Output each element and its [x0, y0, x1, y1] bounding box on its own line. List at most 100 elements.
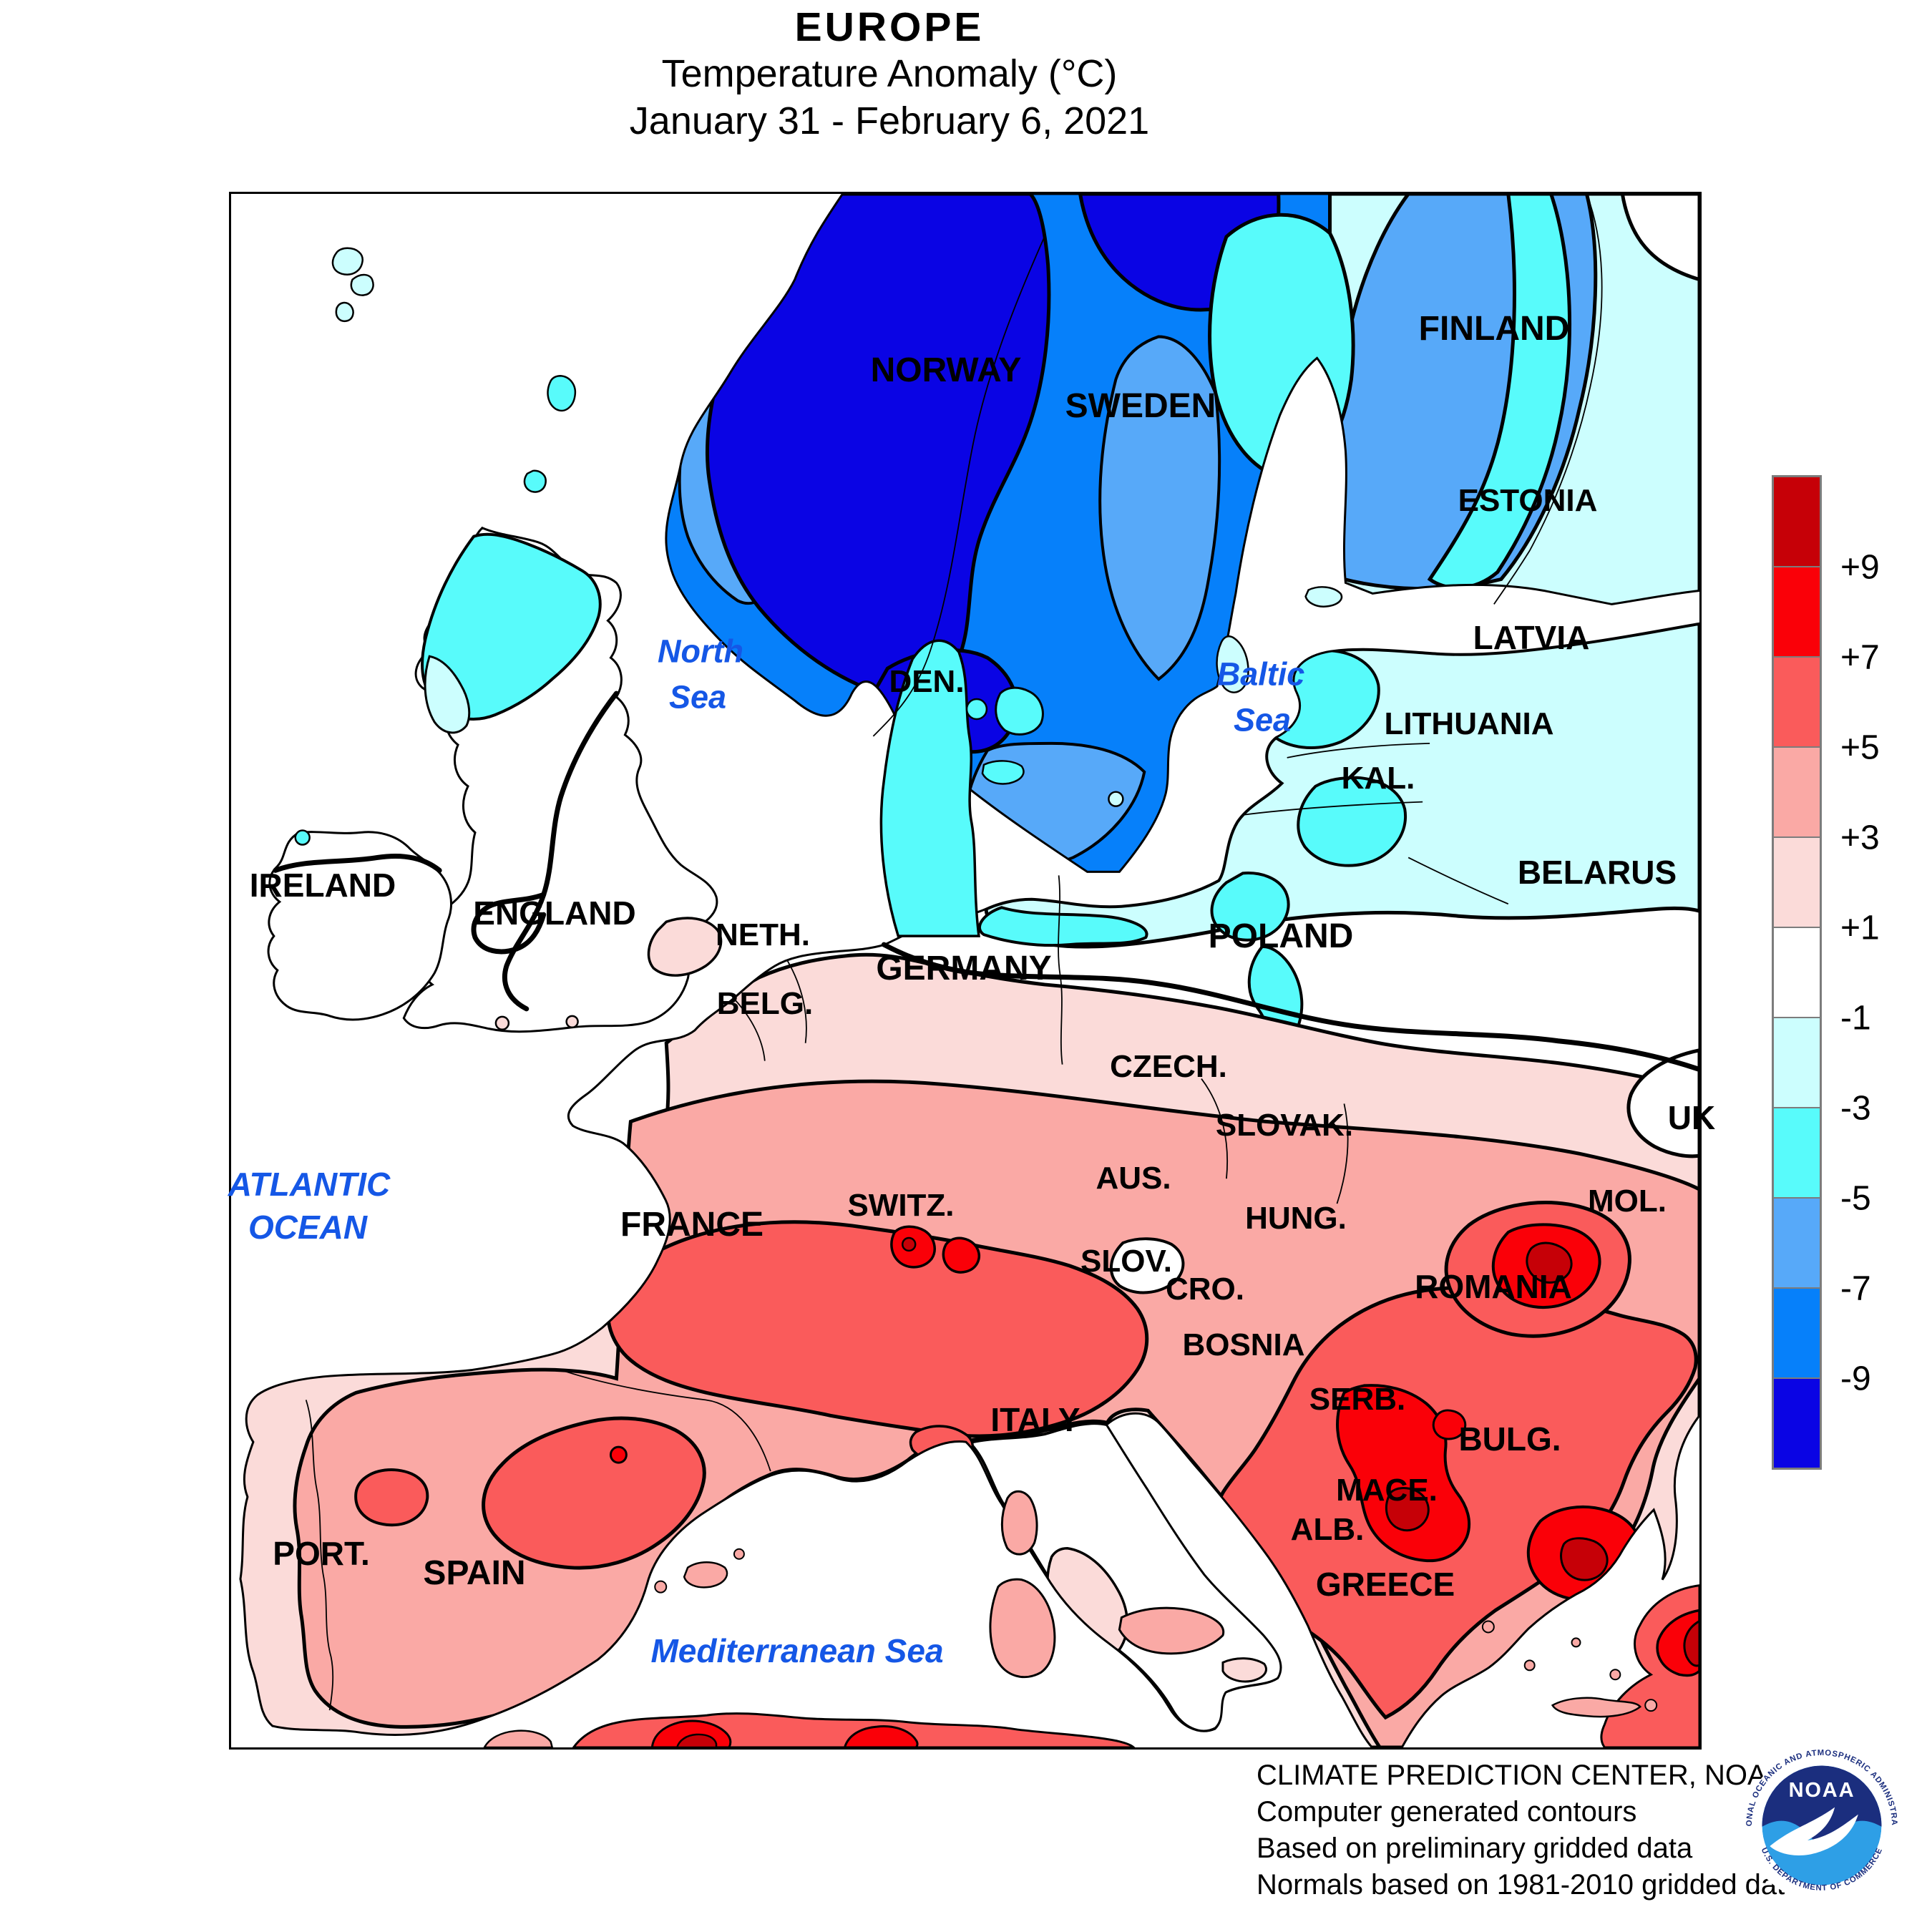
aegean-island-4 [1609, 1669, 1621, 1681]
south-coast-pink-dot2 [565, 1015, 579, 1029]
puglia-pink-patch [1221, 1657, 1267, 1683]
faroe-3 [335, 301, 354, 323]
donegal-cyan-dot [294, 829, 311, 846]
legend-tick-+3: +3 [1840, 819, 1880, 857]
sicily [1118, 1606, 1225, 1655]
east-anglia-pink [647, 917, 723, 977]
legend-tick--5: -5 [1840, 1179, 1871, 1218]
romania-darkred [1526, 1241, 1573, 1284]
ukraine-white-pocket [1626, 1048, 1699, 1158]
logo-disc [1762, 1765, 1882, 1885]
baltic-coast-cyan-strip [978, 906, 1148, 947]
faroe-2 [350, 273, 374, 296]
jutland-cyan [879, 639, 980, 937]
turkey-region [1600, 1584, 1699, 1747]
crete [1551, 1697, 1642, 1718]
legend-color-bar [1772, 475, 1822, 1470]
faroe-1 [331, 247, 364, 275]
legend-color-box-6 [1774, 1018, 1820, 1108]
page-title: EUROPE [794, 4, 985, 50]
menorca [733, 1548, 745, 1560]
page-subtitle: Temperature Anomaly (°C) [661, 52, 1118, 95]
morocco-pink [483, 1729, 553, 1747]
legend-color-box-7 [1774, 1108, 1820, 1199]
legend-color-box-9 [1774, 1289, 1820, 1379]
aegean-island-2 [1523, 1659, 1536, 1672]
legend-color-box-3 [1774, 748, 1820, 838]
nespain-salmon [482, 1416, 706, 1570]
north-africa [483, 1712, 1136, 1747]
denmark [879, 639, 1124, 937]
lithuania-cyan-blob [1297, 776, 1407, 867]
centralspain-salmon [354, 1468, 429, 1527]
footer-line-1: CLIMATE PREDICTION CENTER, NOAA [1257, 1760, 1786, 1791]
legend-tick--7: -7 [1840, 1269, 1871, 1308]
seagull-icon [1770, 1807, 1858, 1855]
fyn-island [965, 698, 988, 721]
noaa-logo: NOAA NATIONAL OCEANIC AND ATMOSPHERIC AD… [1734, 1735, 1906, 1910]
macedonia-darkred [1385, 1487, 1430, 1532]
logo-acronym: NOAA [1789, 1779, 1855, 1802]
sweden-lightblue-strip [1098, 335, 1221, 681]
scotland-pale-fringe [424, 655, 471, 734]
south-coast-pink-dot1 [494, 1015, 510, 1031]
gotland-island [1216, 635, 1249, 693]
rhodes [1644, 1699, 1658, 1712]
scotland-cyan [421, 532, 602, 721]
legend-tick-+5: +5 [1840, 728, 1880, 767]
legend-color-box-5 [1774, 928, 1820, 1018]
orkney [523, 469, 547, 493]
logo-dark-field [1762, 1765, 1882, 1852]
footer-credits: CLIMATE PREDICTION CENTER, NOAA Computer… [1257, 1757, 1801, 1903]
france-germany-salmon [605, 1220, 1149, 1438]
legend-tick-+1: +1 [1840, 909, 1880, 947]
turkey-darkred [1683, 1619, 1699, 1667]
africa-darkred [675, 1733, 718, 1747]
title-block: EUROPE Temperature Anomaly (°C) January … [630, 4, 1149, 145]
country-borders [305, 194, 1603, 1711]
legend-color-box-8 [1774, 1199, 1820, 1289]
kaliningrad-cyan-1 [1210, 872, 1290, 942]
ireland-contour [273, 853, 442, 873]
great-britain [402, 526, 723, 1033]
zero-contour-band [881, 942, 1699, 1073]
footer-line-4: Normals based on 1981-2010 gridded data [1257, 1869, 1801, 1901]
switzerland-darkred [902, 1236, 917, 1252]
ibiza [654, 1580, 668, 1594]
shetland [547, 375, 577, 412]
ireland-island [267, 829, 453, 1021]
footer-line-2: Computer generated contours [1257, 1796, 1637, 1828]
bulgaria-darkred [1560, 1537, 1609, 1581]
aegean-island-1 [1481, 1620, 1495, 1634]
alps-white-pocket [1109, 1237, 1185, 1294]
legend-tick--9: -9 [1840, 1360, 1871, 1398]
aegean-island-3 [1571, 1637, 1581, 1648]
africa-red-2 [843, 1725, 919, 1747]
atlantic-islands [331, 247, 577, 493]
map-frame [229, 192, 1702, 1750]
legend-color-box-4 [1774, 838, 1820, 928]
bornholm-island [1108, 791, 1124, 807]
catalonia-red-dot [609, 1445, 628, 1464]
legend-tick--3: -3 [1840, 1089, 1871, 1128]
corsica [1000, 1490, 1038, 1556]
sardinia [989, 1578, 1056, 1679]
switzerland-red-2 [942, 1236, 981, 1274]
legend-color-box-0 [1774, 477, 1820, 567]
saaremaa-island [1304, 586, 1343, 608]
legend-tick--1: -1 [1840, 999, 1871, 1038]
footer-line-3: Based on preliminary gridded data [1257, 1833, 1693, 1864]
legend-tick-+9: +9 [1840, 548, 1880, 587]
gb-zero-contour [502, 691, 619, 1012]
legend-color-box-2 [1774, 658, 1820, 748]
date-range: January 31 - February 6, 2021 [629, 99, 1150, 142]
lolland-island [981, 760, 1025, 785]
noaa-emblem: NOAA NATIONAL OCEANIC AND ATMOSPHERIC AD… [1734, 1735, 1899, 1903]
mediterranean-islands [654, 1490, 1658, 1718]
zealand-cyan [995, 686, 1044, 736]
legend-tick-+7: +7 [1840, 638, 1880, 677]
mallorca [683, 1561, 728, 1589]
legend-color-box-10 [1774, 1379, 1820, 1468]
legend-color-box-1 [1774, 567, 1820, 658]
